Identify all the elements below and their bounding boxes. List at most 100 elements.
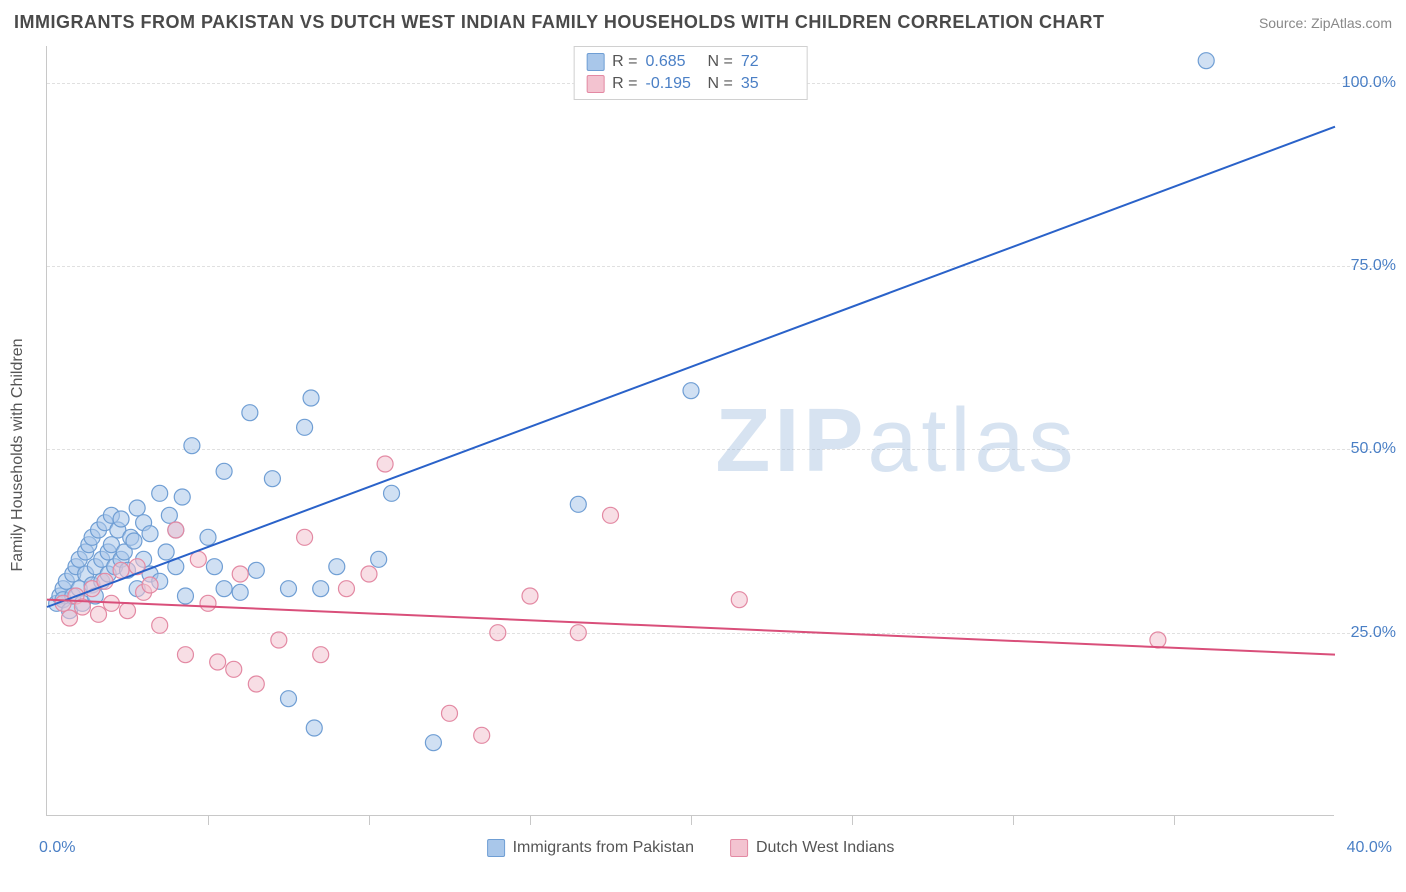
data-point xyxy=(442,705,458,721)
data-point xyxy=(490,625,506,641)
data-point xyxy=(281,581,297,597)
data-point xyxy=(62,610,78,626)
data-point xyxy=(361,566,377,582)
data-point xyxy=(1198,53,1214,69)
x-tick-mark xyxy=(1013,815,1014,825)
x-tick-mark xyxy=(691,815,692,825)
data-point xyxy=(216,581,232,597)
data-point xyxy=(313,647,329,663)
data-point xyxy=(184,438,200,454)
data-point xyxy=(264,471,280,487)
x-tick-mark xyxy=(530,815,531,825)
data-point xyxy=(338,581,354,597)
data-point xyxy=(1150,632,1166,648)
legend-stats: R = 0.685 N = 72 R = -0.195 N = 35 xyxy=(573,46,808,100)
data-point xyxy=(200,595,216,611)
legend-swatch xyxy=(487,839,505,857)
data-point xyxy=(248,676,264,692)
data-point xyxy=(242,405,258,421)
data-point xyxy=(161,507,177,523)
data-point xyxy=(177,647,193,663)
data-point xyxy=(271,632,287,648)
data-point xyxy=(474,727,490,743)
data-point xyxy=(190,551,206,567)
legend-series-item: Immigrants from Pakistan xyxy=(487,839,694,857)
legend-n-label: N = xyxy=(708,75,733,93)
data-point xyxy=(177,588,193,604)
legend-r-label: R = xyxy=(612,53,637,71)
data-point xyxy=(210,654,226,670)
data-point xyxy=(570,496,586,512)
data-point xyxy=(126,533,142,549)
data-point xyxy=(120,603,136,619)
legend-r-value: 0.685 xyxy=(646,53,700,71)
legend-swatch xyxy=(586,75,604,93)
scatter-svg xyxy=(47,46,1335,816)
plot-area: ZIPatlas 25.0%50.0%75.0%100.0% R =0.685N… xyxy=(46,46,1334,816)
legend-series: Immigrants from Pakistan Dutch West India… xyxy=(487,839,895,857)
data-point xyxy=(377,456,393,472)
legend-n-value: 72 xyxy=(741,53,795,71)
data-point xyxy=(200,529,216,545)
data-point xyxy=(113,562,129,578)
chart-title: IMMIGRANTS FROM PAKISTAN VS DUTCH WEST I… xyxy=(14,12,1104,33)
data-point xyxy=(731,592,747,608)
data-point xyxy=(570,625,586,641)
data-point xyxy=(216,463,232,479)
data-point xyxy=(329,559,345,575)
data-point xyxy=(113,511,129,527)
data-point xyxy=(522,588,538,604)
data-point xyxy=(297,419,313,435)
x-axis-min-label: 0.0% xyxy=(39,839,75,857)
legend-series-label: Immigrants from Pakistan xyxy=(513,839,694,857)
header: IMMIGRANTS FROM PAKISTAN VS DUTCH WEST I… xyxy=(14,12,1392,33)
legend-stats-row: R = 0.685 N = 72 xyxy=(586,51,795,73)
trend-line xyxy=(47,127,1335,607)
data-point xyxy=(425,735,441,751)
data-point xyxy=(206,559,222,575)
x-tick-mark xyxy=(852,815,853,825)
data-point xyxy=(129,500,145,516)
data-point xyxy=(384,485,400,501)
source-attribution: Source: ZipAtlas.com xyxy=(1259,15,1392,31)
data-point xyxy=(248,562,264,578)
data-point xyxy=(313,581,329,597)
x-tick-mark xyxy=(208,815,209,825)
data-point xyxy=(168,522,184,538)
legend-swatch xyxy=(730,839,748,857)
legend-n-value: 35 xyxy=(741,75,795,93)
data-point xyxy=(371,551,387,567)
data-point xyxy=(232,584,248,600)
x-axis-max-label: 40.0% xyxy=(1347,839,1392,857)
data-point xyxy=(152,485,168,501)
y-tick-label: 50.0% xyxy=(1351,440,1396,458)
data-point xyxy=(232,566,248,582)
data-point xyxy=(152,617,168,633)
data-point xyxy=(158,544,174,560)
data-point xyxy=(174,489,190,505)
legend-n-label: N = xyxy=(708,53,733,71)
data-point xyxy=(91,606,107,622)
y-axis-title: Family Households with Children xyxy=(9,339,27,572)
data-point xyxy=(683,383,699,399)
trend-line xyxy=(47,600,1335,655)
legend-r-value: -0.195 xyxy=(646,75,700,93)
data-point xyxy=(281,691,297,707)
data-point xyxy=(297,529,313,545)
legend-r-label: R = xyxy=(612,75,637,93)
data-point xyxy=(303,390,319,406)
y-tick-label: 25.0% xyxy=(1351,624,1396,642)
legend-stats-row: R = -0.195 N = 35 xyxy=(586,73,795,95)
legend-series-label: Dutch West Indians xyxy=(756,839,894,857)
legend-swatch xyxy=(586,53,604,71)
legend-series-item: Dutch West Indians xyxy=(730,839,894,857)
data-point xyxy=(142,577,158,593)
y-tick-label: 75.0% xyxy=(1351,257,1396,275)
x-tick-mark xyxy=(369,815,370,825)
y-tick-label: 100.0% xyxy=(1342,74,1396,92)
data-point xyxy=(603,507,619,523)
x-tick-mark xyxy=(1174,815,1175,825)
data-point xyxy=(226,661,242,677)
data-point xyxy=(306,720,322,736)
data-point xyxy=(142,526,158,542)
